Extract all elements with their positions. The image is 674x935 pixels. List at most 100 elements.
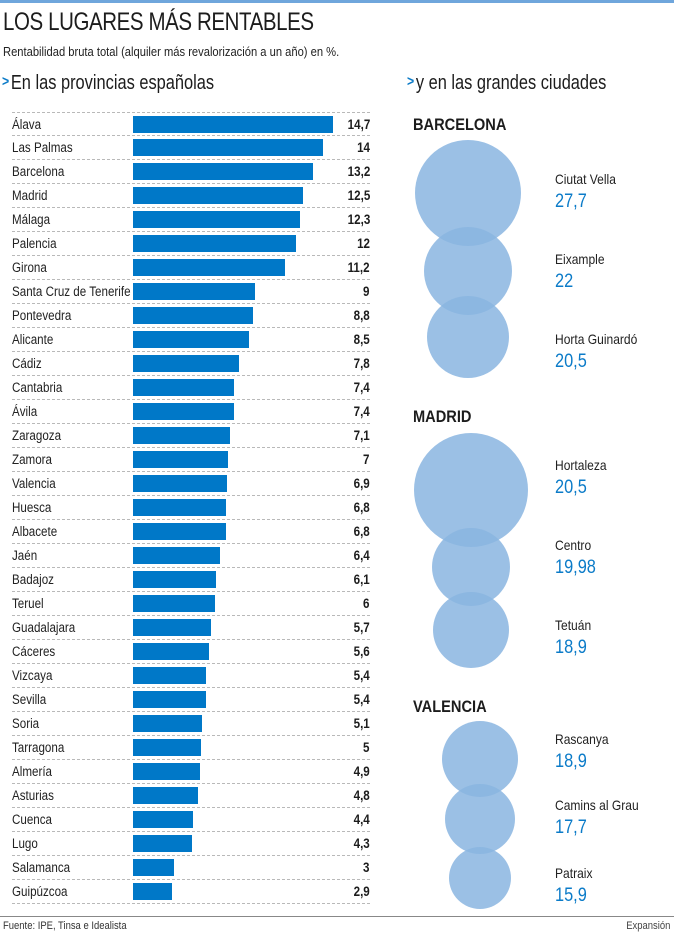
district-name: Horta Guinardó	[555, 331, 638, 347]
bar-category-label: Tarragona	[12, 740, 65, 755]
bar-category-label: Asturias	[12, 788, 54, 803]
bar-value-label: 4,9	[353, 764, 370, 779]
district-name: Tetuán	[555, 617, 592, 633]
bar-value-label: 4,8	[353, 788, 370, 803]
bar-category-label: Almería	[12, 764, 53, 779]
publisher-brand: Expansión	[625, 920, 670, 932]
bar	[133, 427, 230, 444]
bar	[133, 331, 249, 348]
bar-category-label: Zamora	[12, 452, 53, 467]
cities-heading: >y en las grandes ciudades	[407, 72, 606, 95]
bar	[133, 595, 215, 612]
district-value: 20,5	[555, 477, 587, 498]
bar	[133, 187, 304, 204]
bar-row: Salamanca 3	[12, 856, 370, 880]
bar	[133, 116, 333, 133]
district-value: 22	[555, 271, 574, 292]
province-bar-chart: Álava 14,7 Las Palmas 14 Barcelona 13,2 Madrid…	[0, 112, 400, 904]
bar	[133, 691, 207, 708]
bar-row: Huesca 6,8	[12, 496, 370, 520]
bar-row: Sevilla 5,4	[12, 688, 370, 712]
bar-value-label: 7,1	[353, 428, 370, 443]
bar	[133, 715, 203, 732]
bar-category-label: Teruel	[12, 596, 44, 611]
district-name: Hortaleza	[555, 457, 607, 473]
bar-category-label: Madrid	[12, 188, 48, 203]
district-value: 18,9	[555, 751, 587, 772]
provinces-heading-text: En las provincias españolas	[10, 72, 215, 94]
source-note: Fuente: IPE, Tinsa e Idealista	[3, 920, 127, 932]
bar-category-label: Guadalajara	[12, 620, 76, 635]
district-bubble	[442, 721, 518, 797]
district-bubble	[414, 433, 528, 547]
district-name: Centro	[555, 537, 592, 553]
bar	[133, 307, 253, 324]
bar-value-label: 2,9	[353, 884, 370, 899]
bar	[133, 859, 174, 876]
bar-category-label: Salamanca	[12, 860, 71, 875]
bar-row: Álava 14,7	[12, 112, 370, 136]
bar	[133, 883, 173, 900]
bar	[133, 475, 227, 492]
bar	[133, 763, 200, 780]
bar-value-label: 9	[363, 284, 370, 299]
bar-category-label: Vizcaya	[12, 668, 53, 683]
district-value: 15,9	[555, 885, 587, 906]
bar-category-label: Lugo	[12, 836, 38, 851]
bar-row: Teruel 6	[12, 592, 370, 616]
district-name: Ciutat Vella	[555, 171, 616, 187]
footer-divider	[0, 916, 674, 917]
district-value: 17,7	[555, 817, 587, 838]
bar	[133, 619, 211, 636]
bar-value-label: 12,3	[347, 212, 370, 227]
bar-row: Girona 11,2	[12, 256, 370, 280]
bar-row: Cáceres 5,6	[12, 640, 370, 664]
bar-value-label: 12	[357, 236, 370, 251]
district-name: Camins al Grau	[555, 797, 639, 813]
bar-value-label: 5,4	[353, 692, 370, 707]
bar	[133, 571, 216, 588]
arrow-icon: >	[2, 73, 10, 90]
city-heading: BARCELONA	[413, 115, 507, 134]
bar	[133, 667, 207, 684]
bar-value-label: 6,1	[353, 572, 370, 587]
bar	[133, 163, 313, 180]
bar	[133, 139, 324, 156]
bar-row: Cádiz 7,8	[12, 352, 370, 376]
bar	[133, 259, 286, 276]
bar	[133, 403, 234, 420]
bar-category-label: Guipúzcoa	[12, 884, 68, 899]
bar-value-label: 6,8	[353, 500, 370, 515]
bar-category-label: Cádiz	[12, 356, 42, 371]
bar-category-label: Jaén	[12, 548, 38, 563]
bar-value-label: 3	[363, 860, 370, 875]
bar	[133, 235, 297, 252]
bar	[133, 379, 234, 396]
bar-value-label: 6,8	[353, 524, 370, 539]
bar-row: Ávila 7,4	[12, 400, 370, 424]
bar-category-label: Santa Cruz de Tenerife	[12, 284, 131, 299]
bar	[133, 739, 202, 756]
bar-category-label: Barcelona	[12, 164, 65, 179]
bar-category-label: Badajoz	[12, 572, 54, 587]
city-heading: MADRID	[413, 407, 472, 426]
bar	[133, 355, 240, 372]
bar-value-label: 13,2	[347, 164, 370, 179]
bar-value-label: 4,3	[353, 836, 370, 851]
bar-category-label: Soria	[12, 716, 40, 731]
bar-row: Pontevedra 8,8	[12, 304, 370, 328]
bar-value-label: 8,5	[353, 332, 370, 347]
bar-row: Vizcaya 5,4	[12, 664, 370, 688]
bar-row: Cantabria 7,4	[12, 376, 370, 400]
bar-value-label: 6,4	[353, 548, 370, 563]
bar-category-label: Albacete	[12, 524, 58, 539]
bar	[133, 523, 226, 540]
bar-value-label: 14,7	[347, 117, 370, 132]
bar-row: Albacete 6,8	[12, 520, 370, 544]
district-name: Patraix	[555, 865, 593, 881]
bar	[133, 547, 221, 564]
bar	[133, 283, 256, 300]
bar-value-label: 4,4	[353, 812, 370, 827]
bar-row: Santa Cruz de Tenerife 9	[12, 280, 370, 304]
bar-value-label: 6	[363, 596, 370, 611]
